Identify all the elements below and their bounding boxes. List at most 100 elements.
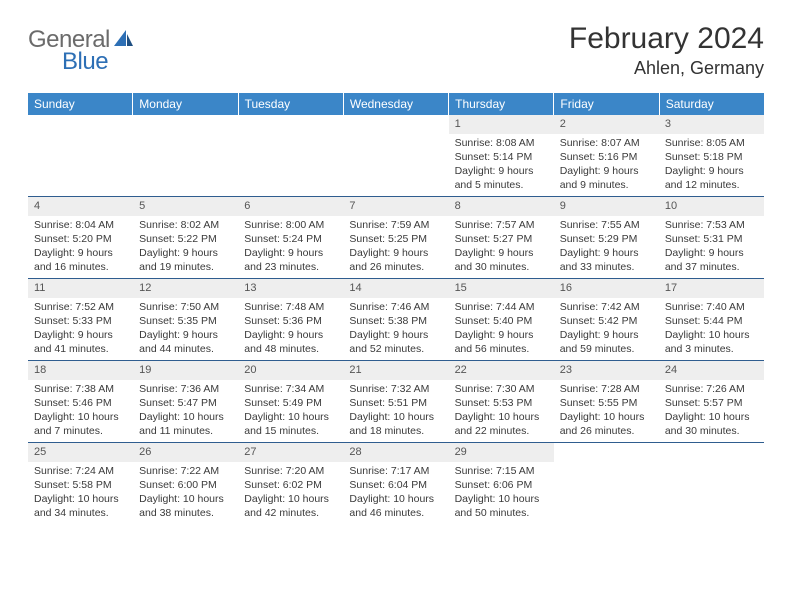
day-number: 7 (343, 197, 448, 216)
day-number: 3 (659, 115, 764, 134)
sunrise-text: Sunrise: 7:38 AM (34, 382, 127, 396)
daylight-text: Daylight: 9 hours and 5 minutes. (455, 164, 548, 192)
day-cell: 16Sunrise: 7:42 AMSunset: 5:42 PMDayligh… (554, 279, 659, 361)
day-cell: 29Sunrise: 7:15 AMSunset: 6:06 PMDayligh… (449, 443, 554, 525)
day-data: Sunrise: 7:17 AMSunset: 6:04 PMDaylight:… (343, 464, 448, 524)
day-cell: 5 Sunrise: 8:02 AMSunset: 5:22 PMDaylight… (133, 197, 238, 279)
day-data: Sunrise: 7:40 AMSunset: 5:44 PMDaylight:… (659, 300, 764, 360)
sunrise-text: Sunrise: 7:36 AM (139, 382, 232, 396)
weekday-header: Sunday (28, 93, 133, 115)
day-data: Sunrise: 7:34 AMSunset: 5:49 PMDaylight:… (238, 382, 343, 442)
title-block: February 2024 Ahlen, Germany (569, 22, 764, 79)
month-title: February 2024 (569, 22, 764, 56)
sunset-text: Sunset: 5:35 PM (139, 314, 232, 328)
day-data: Sunrise: 7:26 AMSunset: 5:57 PMDaylight:… (659, 382, 764, 442)
daylight-text: Daylight: 10 hours and 46 minutes. (349, 492, 442, 520)
sunset-text: Sunset: 5:14 PM (455, 150, 548, 164)
day-number: 12 (133, 279, 238, 298)
day-number (343, 115, 448, 134)
day-number: 5 (133, 197, 238, 216)
sunrise-text: Sunrise: 7:24 AM (34, 464, 127, 478)
sunset-text: Sunset: 5:22 PM (139, 232, 232, 246)
day-number (133, 115, 238, 134)
sunrise-text: Sunrise: 7:34 AM (244, 382, 337, 396)
daylight-text: Daylight: 9 hours and 30 minutes. (455, 246, 548, 274)
day-cell: 7 Sunrise: 7:59 AMSunset: 5:25 PMDaylight… (343, 197, 448, 279)
weekday-header: Friday (554, 93, 659, 115)
week-row: 18Sunrise: 7:38 AMSunset: 5:46 PMDayligh… (28, 361, 764, 443)
sunrise-text: Sunrise: 8:05 AM (665, 136, 758, 150)
day-data: Sunrise: 7:36 AMSunset: 5:47 PMDaylight:… (133, 382, 238, 442)
day-data: Sunrise: 8:00 AMSunset: 5:24 PMDaylight:… (238, 218, 343, 278)
day-cell (554, 443, 659, 525)
daylight-text: Daylight: 9 hours and 44 minutes. (139, 328, 232, 356)
daylight-text: Daylight: 10 hours and 30 minutes. (665, 410, 758, 438)
weekday-header: Monday (133, 93, 238, 115)
sunrise-text: Sunrise: 7:59 AM (349, 218, 442, 232)
day-data: Sunrise: 7:24 AMSunset: 5:58 PMDaylight:… (28, 464, 133, 524)
day-data: Sunrise: 7:22 AMSunset: 6:00 PMDaylight:… (133, 464, 238, 524)
sunset-text: Sunset: 5:38 PM (349, 314, 442, 328)
sunset-text: Sunset: 6:00 PM (139, 478, 232, 492)
day-cell: 22Sunrise: 7:30 AMSunset: 5:53 PMDayligh… (449, 361, 554, 443)
daylight-text: Daylight: 9 hours and 37 minutes. (665, 246, 758, 274)
sunset-text: Sunset: 5:44 PM (665, 314, 758, 328)
day-number: 21 (343, 361, 448, 380)
day-cell: 27Sunrise: 7:20 AMSunset: 6:02 PMDayligh… (238, 443, 343, 525)
sunrise-text: Sunrise: 7:48 AM (244, 300, 337, 314)
day-number (28, 115, 133, 134)
daylight-text: Daylight: 9 hours and 19 minutes. (139, 246, 232, 274)
day-number (659, 443, 764, 462)
sunrise-text: Sunrise: 7:57 AM (455, 218, 548, 232)
week-row: 11Sunrise: 7:52 AMSunset: 5:33 PMDayligh… (28, 279, 764, 361)
daylight-text: Daylight: 9 hours and 26 minutes. (349, 246, 442, 274)
sunset-text: Sunset: 5:16 PM (560, 150, 653, 164)
calendar: SundayMondayTuesdayWednesdayThursdayFrid… (28, 93, 764, 525)
daylight-text: Daylight: 10 hours and 38 minutes. (139, 492, 232, 520)
page-header: General Blue February 2024 Ahlen, German… (28, 22, 764, 87)
day-data: Sunrise: 7:46 AMSunset: 5:38 PMDaylight:… (343, 300, 448, 360)
day-data: Sunrise: 7:52 AMSunset: 5:33 PMDaylight:… (28, 300, 133, 360)
daylight-text: Daylight: 9 hours and 23 minutes. (244, 246, 337, 274)
day-number: 22 (449, 361, 554, 380)
day-data: Sunrise: 7:28 AMSunset: 5:55 PMDaylight:… (554, 382, 659, 442)
day-data: Sunrise: 8:05 AMSunset: 5:18 PMDaylight:… (659, 136, 764, 196)
day-number: 13 (238, 279, 343, 298)
sunset-text: Sunset: 5:47 PM (139, 396, 232, 410)
sunset-text: Sunset: 5:31 PM (665, 232, 758, 246)
logo-text-bottom: Blue (62, 48, 134, 76)
day-number: 25 (28, 443, 133, 462)
day-data: Sunrise: 7:42 AMSunset: 5:42 PMDaylight:… (554, 300, 659, 360)
sunset-text: Sunset: 5:25 PM (349, 232, 442, 246)
day-cell: 1Sunrise: 8:08 AMSunset: 5:14 PMDaylight… (449, 115, 554, 197)
day-data: Sunrise: 8:02 AMSunset: 5:22 PMDaylight:… (133, 218, 238, 278)
daylight-text: Daylight: 10 hours and 42 minutes. (244, 492, 337, 520)
day-cell: 3 Sunrise: 8:05 AMSunset: 5:18 PMDaylight… (659, 115, 764, 197)
sunrise-text: Sunrise: 8:00 AM (244, 218, 337, 232)
sunset-text: Sunset: 5:29 PM (560, 232, 653, 246)
sunset-text: Sunset: 5:20 PM (34, 232, 127, 246)
day-cell: 2Sunrise: 8:07 AMSunset: 5:16 PMDaylight… (554, 115, 659, 197)
daylight-text: Daylight: 9 hours and 48 minutes. (244, 328, 337, 356)
day-number: 27 (238, 443, 343, 462)
day-number: 20 (238, 361, 343, 380)
day-data: Sunrise: 8:07 AMSunset: 5:16 PMDaylight:… (554, 136, 659, 196)
sunrise-text: Sunrise: 7:46 AM (349, 300, 442, 314)
day-data: Sunrise: 7:44 AMSunset: 5:40 PMDaylight:… (449, 300, 554, 360)
day-number: 23 (554, 361, 659, 380)
day-number (554, 443, 659, 462)
sunset-text: Sunset: 5:33 PM (34, 314, 127, 328)
day-cell: 23 Sunrise: 7:28 AMSunset: 5:55 PMDayligh… (554, 361, 659, 443)
day-cell: 4Sunrise: 8:04 AMSunset: 5:20 PMDaylight… (28, 197, 133, 279)
day-cell: 6Sunrise: 8:00 AMSunset: 5:24 PMDaylight… (238, 197, 343, 279)
sunrise-text: Sunrise: 7:52 AM (34, 300, 127, 314)
day-number: 29 (449, 443, 554, 462)
weekday-header: Thursday (449, 93, 554, 115)
daylight-text: Daylight: 10 hours and 15 minutes. (244, 410, 337, 438)
day-cell: 14Sunrise: 7:46 AMSunset: 5:38 PMDayligh… (343, 279, 448, 361)
sunset-text: Sunset: 5:36 PM (244, 314, 337, 328)
sunrise-text: Sunrise: 7:32 AM (349, 382, 442, 396)
daylight-text: Daylight: 10 hours and 11 minutes. (139, 410, 232, 438)
sunrise-text: Sunrise: 8:08 AM (455, 136, 548, 150)
day-data: Sunrise: 7:53 AMSunset: 5:31 PMDaylight:… (659, 218, 764, 278)
